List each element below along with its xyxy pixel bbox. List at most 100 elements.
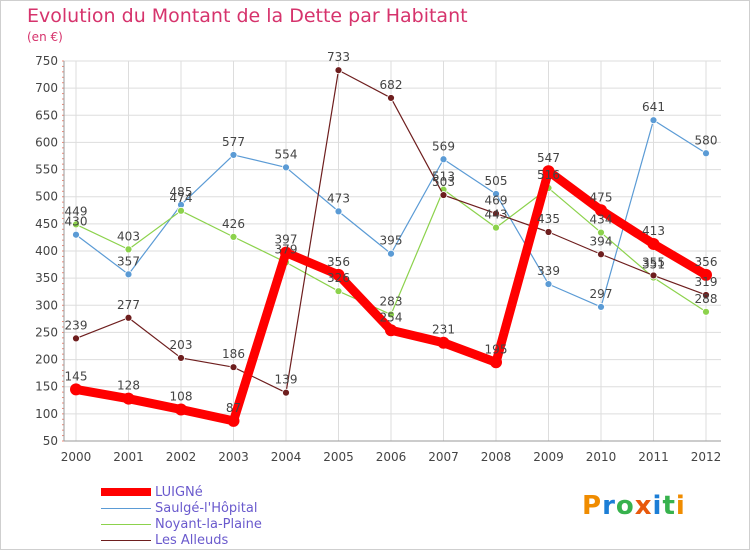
data-label: 577 [222, 135, 245, 149]
data-point [490, 356, 502, 369]
data-point [595, 204, 607, 217]
data-label: 505 [485, 174, 508, 188]
y-tick-label: 450 [35, 217, 58, 231]
proxiti-logo: Proxiti [582, 491, 686, 521]
data-label: 443 [485, 208, 508, 222]
x-tick-label: 2011 [638, 450, 669, 464]
data-point [544, 280, 553, 289]
data-point [439, 191, 448, 199]
data-label: 277 [117, 298, 140, 312]
y-tick-label: 600 [35, 135, 58, 149]
y-tick-label: 400 [35, 244, 58, 258]
legend-label: Saulgé-l'Hôpital [155, 501, 258, 516]
x-tick-label: 2005 [323, 450, 354, 464]
data-label: 356 [695, 255, 718, 269]
x-tick-label: 2009 [533, 450, 564, 464]
data-label: 449 [65, 204, 88, 218]
data-point [437, 336, 450, 349]
data-point [282, 388, 290, 397]
x-tick-label: 2010 [586, 450, 617, 464]
legend-swatch [101, 540, 151, 541]
data-label: 87 [226, 401, 241, 415]
data-label: 351 [642, 258, 665, 272]
data-point [597, 303, 605, 311]
data-point [647, 237, 660, 250]
data-point [282, 163, 290, 172]
data-label: 426 [222, 217, 245, 231]
y-tick-label: 750 [35, 54, 58, 68]
y-tick-label: 350 [35, 271, 58, 285]
data-point [597, 228, 605, 237]
data-point [492, 209, 500, 218]
logo-letter: P [582, 491, 603, 521]
data-label: 430 [65, 215, 88, 229]
x-tick-label: 2008 [481, 450, 512, 464]
data-label: 474 [170, 191, 193, 205]
data-point [387, 249, 395, 258]
y-tick-label: 100 [35, 407, 58, 421]
legend-label: Les Alleuds [155, 533, 229, 548]
y-tick-label: 50 [43, 434, 58, 448]
data-label: 394 [590, 234, 613, 248]
data-point [334, 207, 343, 216]
data-label: 356 [327, 255, 350, 269]
data-label: 733 [327, 50, 350, 64]
data-label: 475 [590, 190, 613, 204]
data-point [332, 268, 345, 281]
data-label: 395 [380, 234, 403, 248]
data-label: 397 [275, 233, 298, 247]
data-point [542, 165, 555, 178]
logo-letter: x [634, 491, 653, 521]
data-point [72, 334, 80, 343]
data-point [177, 354, 185, 362]
data-point [229, 363, 238, 372]
data-label: 108 [170, 390, 193, 404]
data-label: 297 [590, 287, 613, 301]
data-label: 580 [695, 133, 718, 147]
legend-swatch [101, 524, 151, 525]
data-label: 231 [432, 323, 455, 337]
logo-letter: i [675, 491, 686, 521]
data-label: 554 [275, 147, 298, 161]
data-point [385, 324, 397, 337]
logo-letter: t [662, 491, 676, 521]
data-point [227, 414, 240, 427]
data-point [72, 230, 80, 239]
legend-swatch [101, 508, 151, 509]
data-point [124, 270, 133, 279]
data-label: 434 [590, 213, 613, 227]
x-tick-label: 2002 [166, 450, 197, 464]
data-point [702, 307, 710, 316]
y-tick-label: 550 [35, 163, 58, 177]
data-label: 288 [695, 292, 718, 306]
data-label: 403 [117, 229, 140, 243]
data-point [492, 190, 500, 198]
y-tick-label: 700 [35, 81, 58, 95]
data-point [649, 271, 658, 280]
data-label: 128 [117, 379, 140, 393]
data-point [70, 383, 82, 396]
data-point [702, 291, 710, 299]
data-label: 283 [380, 295, 403, 309]
data-label: 469 [485, 194, 508, 208]
x-tick-label: 2001 [113, 450, 144, 464]
data-point [334, 66, 343, 75]
data-point [177, 206, 185, 215]
chart-unit: (en €) [27, 30, 63, 44]
data-label: 355 [642, 255, 665, 269]
logo-letter: o [615, 491, 635, 521]
x-tick-label: 2000 [61, 450, 92, 464]
x-tick-label: 2004 [271, 450, 302, 464]
logo-letter: r [602, 491, 616, 521]
y-tick-label: 150 [35, 380, 58, 394]
data-label: 326 [327, 271, 350, 285]
data-label: 186 [222, 347, 245, 361]
data-label: 547 [537, 151, 560, 165]
data-point [544, 228, 553, 236]
data-point [122, 392, 135, 405]
logo-letter: i [652, 491, 663, 521]
data-label: 513 [432, 170, 455, 184]
data-point [334, 287, 343, 296]
